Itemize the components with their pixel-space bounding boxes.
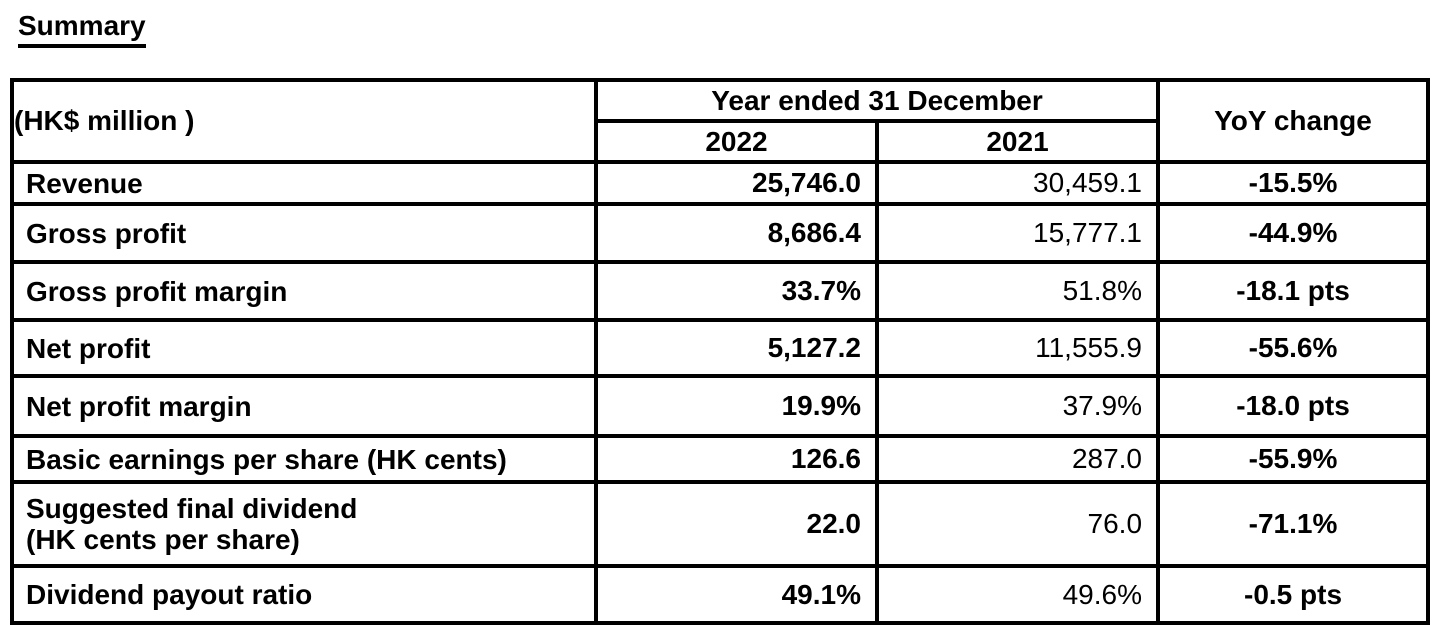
year-group-header-cell: Year ended 31 December (593, 78, 1161, 123)
row-label: Suggested final dividend (HK cents per s… (10, 480, 598, 568)
value-2021: 37.9% (874, 374, 1161, 438)
row-label: Revenue (10, 160, 598, 206)
value-2021: 15,777.1 (874, 202, 1161, 264)
value-2022: 5,127.2 (594, 318, 879, 378)
value-2022: 19.9% (594, 374, 879, 438)
yoy-value: -18.0 pts (1156, 374, 1431, 438)
table-row: Net profit 5,127.2 11,555.9 -55.6% (10, 318, 1431, 378)
table-row: Gross profit 8,686.4 15,777.1 -44.9% (10, 202, 1431, 264)
value-2022: 22.0 (594, 480, 879, 568)
yoy-value: -55.9% (1156, 434, 1431, 484)
header-row-top: (HK$ million ) Year ended 31 December Yo… (10, 78, 1431, 164)
table-row: Suggested final dividend (HK cents per s… (10, 480, 1431, 568)
yoy-value: -71.1% (1156, 480, 1431, 568)
yoy-value: -44.9% (1156, 202, 1431, 264)
table-row: Basic earnings per share (HK cents) 126.… (10, 434, 1431, 484)
value-2021: 11,555.9 (874, 318, 1161, 378)
row-label: Gross profit (10, 202, 598, 264)
table-row: Revenue 25,746.0 30,459.1 -15.5% (10, 160, 1431, 206)
value-2022: 49.1% (594, 564, 879, 625)
value-2021: 51.8% (874, 260, 1161, 322)
row-label: Dividend payout ratio (10, 564, 598, 625)
financial-summary-table: (HK$ million ) Year ended 31 December Yo… (10, 78, 1431, 625)
row-label: Net profit margin (10, 374, 598, 438)
row-label: Basic earnings per share (HK cents) (10, 434, 598, 484)
value-2021: 30,459.1 (874, 160, 1161, 206)
table-row: Dividend payout ratio 49.1% 49.6% -0.5 p… (10, 564, 1431, 625)
yoy-value: -55.6% (1156, 318, 1431, 378)
unit-header-cell: (HK$ million ) (10, 78, 598, 164)
value-2022: 8,686.4 (594, 202, 879, 264)
year-2021-header-cell: 2021 (874, 119, 1161, 164)
page-title: Summary (18, 8, 146, 48)
row-label: Gross profit margin (10, 260, 598, 322)
row-label: Net profit (10, 318, 598, 378)
yoy-value: -0.5 pts (1156, 564, 1431, 625)
yoy-value: -18.1 pts (1156, 260, 1431, 322)
table-header: (HK$ million ) Year ended 31 December Yo… (10, 78, 1431, 164)
header-row-years: 2022 2021 (12, 119, 1428, 164)
yoy-value: -15.5% (1156, 160, 1431, 206)
table-body: Revenue 25,746.0 30,459.1 -15.5% Gross p… (10, 160, 1431, 625)
value-2022: 25,746.0 (594, 160, 879, 206)
year-2022-header-cell: 2022 (594, 119, 879, 164)
table-row: Net profit margin 19.9% 37.9% -18.0 pts (10, 374, 1431, 438)
value-2021: 287.0 (874, 434, 1161, 484)
value-2022: 126.6 (594, 434, 879, 484)
table-row: Gross profit margin 33.7% 51.8% -18.1 pt… (10, 260, 1431, 322)
yoy-header-cell: YoY change (1156, 78, 1431, 164)
value-2021: 49.6% (874, 564, 1161, 625)
value-2022: 33.7% (594, 260, 879, 322)
value-2021: 76.0 (874, 480, 1161, 568)
